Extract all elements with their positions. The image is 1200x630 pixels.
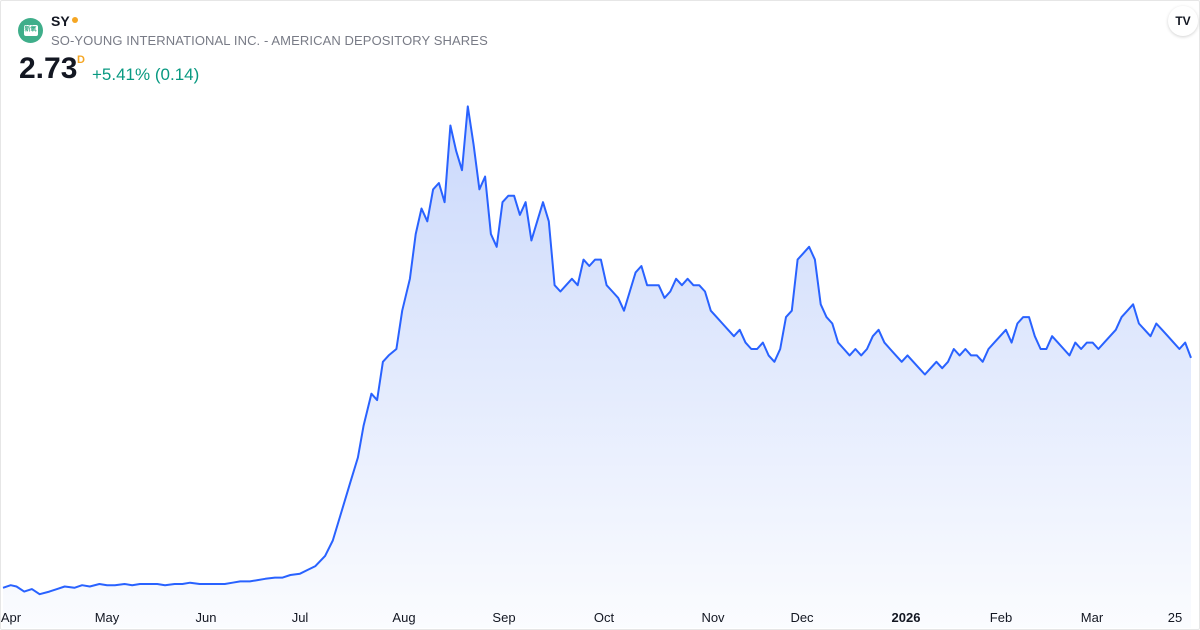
x-tick-label: May <box>95 610 120 625</box>
x-tick-label: Oct <box>594 610 615 625</box>
x-tick-label: Jul <box>292 610 309 625</box>
ticker-symbol[interactable]: SY <box>51 13 70 29</box>
x-tick-label: Sep <box>492 610 515 625</box>
last-price: 2.73 <box>19 52 78 85</box>
price-area-fill <box>3 106 1191 628</box>
company-logo-text: 新氧 <box>23 25 38 36</box>
x-tick-label: 2026 <box>892 610 921 625</box>
company-logo-icon: 新氧 <box>18 18 43 43</box>
price-line <box>2 105 1192 596</box>
x-tick-label: Nov <box>701 610 725 625</box>
x-tick-label: Feb <box>990 610 1012 625</box>
x-tick-label: 25 <box>1168 610 1182 625</box>
x-tick-label: Dec <box>790 610 814 625</box>
company-name: SO-YOUNG INTERNATIONAL INC. - AMERICAN D… <box>51 33 488 48</box>
x-tick-label: Apr <box>1 610 22 625</box>
price-change: +5.41% (0.14) <box>92 65 200 84</box>
price-flag: D <box>77 54 85 66</box>
x-axis: Apr May Jun Jul Aug Sep Oct Nov Dec 2026 Feb Mar 25 <box>1 610 1182 625</box>
tradingview-logo-icon[interactable]: TV <box>1168 6 1198 36</box>
tradingview-logo-text: TV <box>1175 14 1191 28</box>
market-status-dot <box>72 17 78 23</box>
x-tick-label: Mar <box>1081 610 1104 625</box>
x-tick-label: Jun <box>196 610 217 625</box>
x-tick-label: Aug <box>392 610 415 625</box>
